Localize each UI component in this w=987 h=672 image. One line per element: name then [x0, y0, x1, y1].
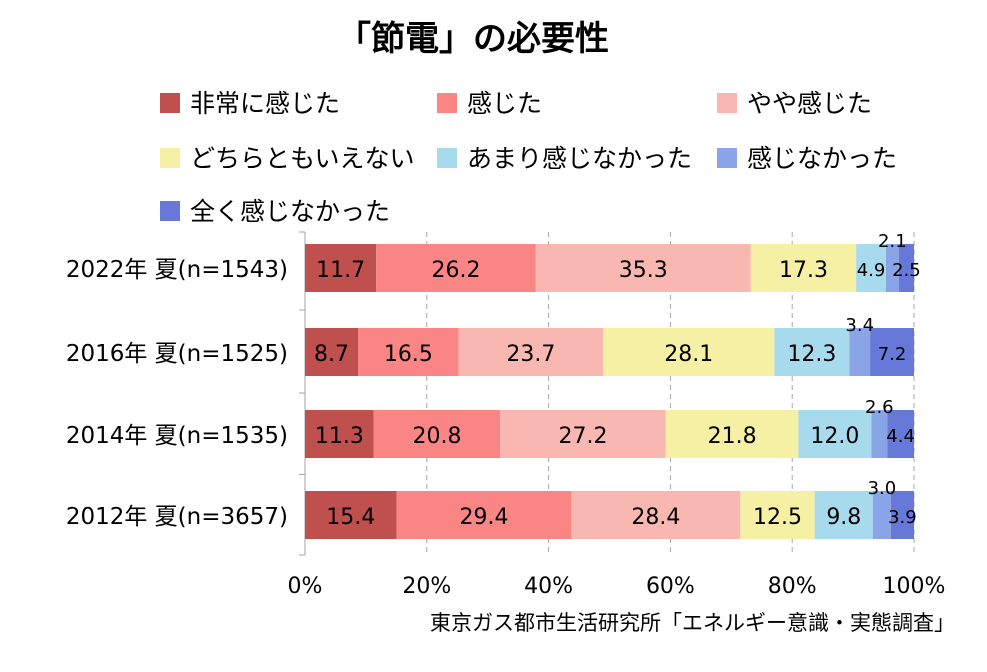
data-label: 21.8 [708, 424, 757, 449]
bar-segment [603, 328, 775, 376]
legend-label: どちらともいえない [190, 144, 415, 173]
data-label: 15.4 [326, 505, 375, 530]
data-label: 27.2 [559, 424, 608, 449]
bar-segment [885, 244, 899, 292]
legend-label: やや感じた [747, 89, 872, 118]
chart-title: 「節電」の必要性 [337, 19, 609, 59]
bar-segment [887, 410, 914, 458]
data-label: 28.4 [631, 505, 680, 530]
legend-swatch [437, 148, 457, 168]
data-label: 17.3 [779, 258, 828, 283]
bar-segment [849, 328, 871, 376]
bar-segment [396, 491, 572, 539]
bar-segment [872, 491, 891, 539]
bar-segment [890, 491, 914, 539]
bar-segment [500, 410, 666, 458]
legend-swatch [717, 148, 737, 168]
bar-segment [871, 410, 888, 458]
category-label: 2012年 夏(n=3657) [66, 504, 288, 530]
bar-segment [305, 491, 397, 539]
legend-swatch [437, 93, 457, 113]
legend-swatch [160, 201, 180, 221]
data-label: 3.4 [845, 315, 874, 336]
data-label: 3.0 [868, 478, 897, 499]
bar-segment [798, 410, 872, 458]
data-label: 20.8 [413, 424, 462, 449]
legend-label: 全く感じなかった [190, 197, 390, 226]
data-label: 26.2 [432, 258, 481, 283]
bar-segment [305, 328, 359, 376]
x-tick-label: 60% [646, 574, 695, 599]
x-tick-label: 20% [402, 574, 451, 599]
data-label: 12.3 [787, 342, 836, 367]
data-label: 16.5 [384, 342, 433, 367]
bar-segment [535, 244, 751, 292]
category-label: 2014年 夏(n=1535) [66, 423, 288, 449]
bar-segment [305, 410, 374, 458]
data-label: 12.5 [753, 505, 802, 530]
legend-swatch [717, 93, 737, 113]
data-label: 4.4 [886, 426, 915, 447]
bar-segment [305, 244, 377, 292]
data-label: 29.4 [460, 505, 509, 530]
legend-swatch [160, 93, 180, 113]
legend-label: あまり感じなかった [467, 144, 692, 173]
x-tick-label: 0% [288, 574, 323, 599]
x-tick-label: 100% [883, 574, 946, 599]
bar-segment [814, 491, 873, 539]
bar-segment [373, 410, 501, 458]
data-label: 35.3 [619, 258, 668, 283]
bar-segment [750, 244, 857, 292]
x-tick-label: 80% [768, 574, 817, 599]
bar-segment [458, 328, 604, 376]
bar-segment [665, 410, 799, 458]
data-label: 2.6 [865, 397, 894, 418]
category-label: 2016年 夏(n=1525) [66, 341, 288, 367]
legend-label: 感じなかった [747, 144, 897, 173]
data-label: 2.1 [878, 231, 907, 252]
bars: 11.7 26.2 35.3 17.3 4.9 2.1 2.5 8.7 16.5 23.7 28.1… [305, 231, 921, 539]
data-label: 8.7 [314, 342, 349, 367]
data-label: 11.3 [315, 424, 364, 449]
bar-segment [358, 328, 459, 376]
legend-swatch [160, 148, 180, 168]
bar-segment [856, 244, 886, 292]
bar-segment [376, 244, 536, 292]
data-label: 4.9 [857, 260, 886, 281]
legend-label: 感じた [467, 89, 542, 118]
data-label: 3.9 [888, 507, 917, 528]
data-label: 28.1 [664, 342, 713, 367]
axis-labels: 0% 20% 40% 60% 80% 100% 2022年 夏(n=1543) 2016年 夏… [66, 257, 946, 599]
x-tick-label: 40% [524, 574, 573, 599]
bar-segment [571, 491, 741, 539]
bar-segment [774, 328, 850, 376]
bar-segment [870, 328, 914, 376]
bar-segment [740, 491, 815, 539]
category-label: 2022年 夏(n=1543) [66, 257, 288, 283]
data-label: 2.5 [892, 260, 921, 281]
bar-segment [898, 244, 914, 292]
data-label: 12.0 [810, 424, 859, 449]
data-label: 11.7 [316, 258, 365, 283]
data-label: 9.8 [826, 505, 861, 530]
legend-label: 非常に感じた [190, 89, 340, 118]
data-label: 7.2 [878, 344, 907, 365]
data-label: 23.7 [506, 342, 555, 367]
source-note: 東京ガス都市生活研究所「エネルギー意識・実態調査」 [430, 611, 955, 635]
